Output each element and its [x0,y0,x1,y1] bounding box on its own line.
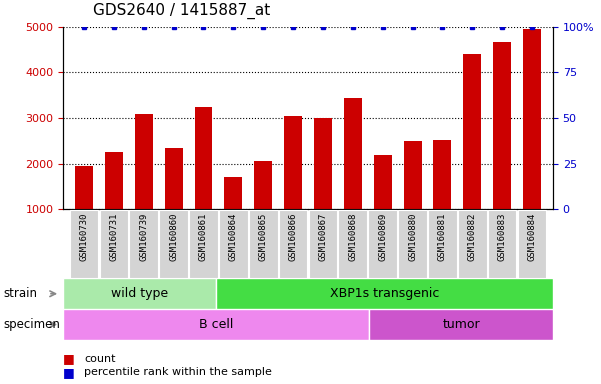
Bar [433,140,451,209]
Text: GSM160865: GSM160865 [258,213,267,261]
Bar [254,161,272,209]
Text: GSM160867: GSM160867 [319,213,328,261]
FancyBboxPatch shape [159,210,188,278]
Text: GSM160881: GSM160881 [438,213,447,261]
Text: count: count [84,354,115,364]
Bar [105,152,123,209]
Bar [224,177,242,209]
Bar [523,29,541,209]
Text: B cell: B cell [199,318,233,331]
Text: percentile rank within the sample: percentile rank within the sample [84,367,272,377]
Text: GSM160860: GSM160860 [169,213,178,261]
FancyBboxPatch shape [428,210,457,278]
FancyBboxPatch shape [249,210,278,278]
FancyBboxPatch shape [100,210,128,278]
Text: ■: ■ [63,353,75,366]
Bar [344,98,362,209]
Text: wild type: wild type [111,287,168,300]
Text: ■: ■ [63,366,75,379]
FancyBboxPatch shape [368,210,397,278]
Bar [135,114,153,209]
Bar [374,155,392,209]
FancyBboxPatch shape [70,210,99,278]
Bar [404,141,421,209]
Bar [284,116,302,209]
Bar [195,107,212,209]
Bar [463,54,481,209]
Text: GDS2640 / 1415887_at: GDS2640 / 1415887_at [93,3,270,19]
Text: GSM160731: GSM160731 [109,213,118,261]
FancyBboxPatch shape [338,210,367,278]
FancyBboxPatch shape [129,210,158,278]
FancyBboxPatch shape [279,210,308,278]
Bar [314,118,332,209]
Text: GSM160739: GSM160739 [139,213,148,261]
Text: strain: strain [3,287,37,300]
Text: GSM160861: GSM160861 [199,213,208,261]
Text: GSM160864: GSM160864 [229,213,238,261]
Text: GSM160866: GSM160866 [288,213,297,261]
FancyBboxPatch shape [219,210,248,278]
Bar [63,309,369,340]
Bar [493,42,511,209]
Text: tumor: tumor [442,318,480,331]
Bar [63,278,216,309]
FancyBboxPatch shape [189,210,218,278]
FancyBboxPatch shape [488,210,516,278]
Text: GSM160880: GSM160880 [408,213,417,261]
Text: GSM160883: GSM160883 [498,213,507,261]
FancyBboxPatch shape [398,210,427,278]
Text: GSM160884: GSM160884 [528,213,537,261]
Text: GSM160868: GSM160868 [349,213,358,261]
Text: specimen: specimen [3,318,60,331]
Text: GSM160882: GSM160882 [468,213,477,261]
Bar [369,309,553,340]
FancyBboxPatch shape [458,210,487,278]
Bar [75,166,93,209]
Bar [165,148,183,209]
Text: XBP1s transgenic: XBP1s transgenic [330,287,439,300]
FancyBboxPatch shape [517,210,546,278]
Text: GSM160869: GSM160869 [378,213,387,261]
FancyBboxPatch shape [308,210,337,278]
Text: GSM160730: GSM160730 [79,213,88,261]
Bar [216,278,553,309]
